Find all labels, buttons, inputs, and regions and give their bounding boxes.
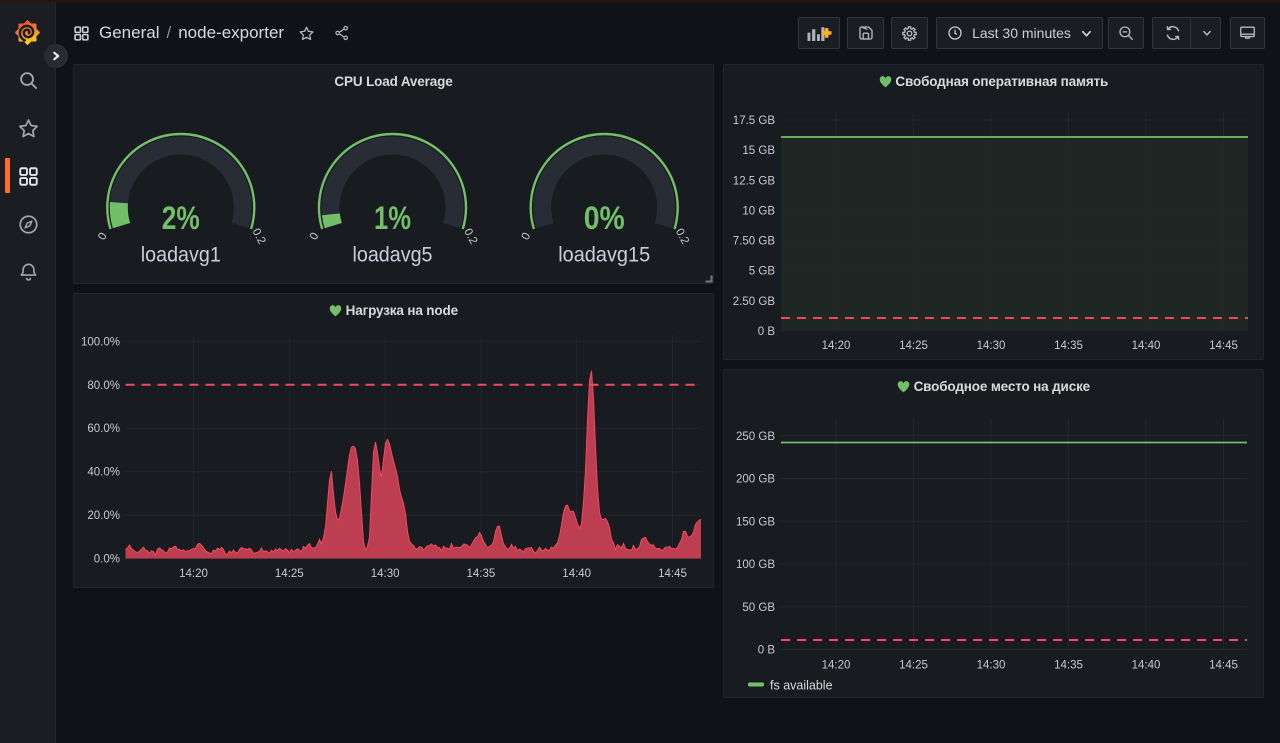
svg-text:14:25: 14:25 bbox=[899, 340, 928, 352]
svg-text:14:20: 14:20 bbox=[822, 660, 851, 672]
svg-text:loadavg5: loadavg5 bbox=[353, 244, 433, 267]
svg-text:10 GB: 10 GB bbox=[742, 205, 775, 217]
svg-text:7.50 GB: 7.50 GB bbox=[733, 236, 776, 248]
svg-text:60.0%: 60.0% bbox=[87, 423, 120, 435]
svg-text:0 B: 0 B bbox=[758, 645, 776, 657]
svg-text:14:35: 14:35 bbox=[1054, 660, 1083, 672]
svg-text:1%: 1% bbox=[374, 200, 411, 236]
svg-text:100.0%: 100.0% bbox=[81, 336, 120, 348]
svg-text:14:40: 14:40 bbox=[562, 568, 591, 580]
svg-text:14:20: 14:20 bbox=[822, 340, 851, 352]
svg-text:14:25: 14:25 bbox=[899, 660, 928, 672]
svg-text:0.2: 0.2 bbox=[461, 227, 479, 247]
svg-text:14:25: 14:25 bbox=[275, 568, 304, 580]
svg-text:100 GB: 100 GB bbox=[736, 559, 775, 571]
svg-text:40.0%: 40.0% bbox=[87, 467, 120, 479]
svg-text:0%: 0% bbox=[584, 200, 625, 236]
svg-text:0.0%: 0.0% bbox=[94, 554, 120, 566]
svg-text:14:30: 14:30 bbox=[371, 568, 400, 580]
svg-text:0 B: 0 B bbox=[758, 326, 776, 338]
svg-text:2.50 GB: 2.50 GB bbox=[733, 296, 776, 308]
svg-text:0.2: 0.2 bbox=[250, 227, 268, 247]
svg-text:14:45: 14:45 bbox=[1209, 660, 1238, 672]
svg-text:14:20: 14:20 bbox=[179, 568, 208, 580]
svg-text:0: 0 bbox=[520, 231, 534, 242]
svg-text:80.0%: 80.0% bbox=[87, 380, 120, 392]
svg-text:14:35: 14:35 bbox=[467, 568, 496, 580]
svg-text:14:30: 14:30 bbox=[977, 340, 1006, 352]
svg-text:50 GB: 50 GB bbox=[742, 602, 775, 614]
svg-text:fs available: fs available bbox=[770, 679, 833, 693]
svg-text:0: 0 bbox=[308, 231, 322, 242]
svg-text:14:40: 14:40 bbox=[1132, 660, 1161, 672]
svg-text:20.0%: 20.0% bbox=[87, 510, 120, 522]
svg-text:17.5 GB: 17.5 GB bbox=[733, 115, 776, 127]
svg-text:14:30: 14:30 bbox=[977, 660, 1006, 672]
svg-text:150 GB: 150 GB bbox=[736, 516, 775, 528]
svg-text:14:45: 14:45 bbox=[1209, 340, 1238, 352]
svg-text:loadavg15: loadavg15 bbox=[558, 244, 650, 267]
svg-text:0: 0 bbox=[96, 231, 110, 242]
svg-text:250 GB: 250 GB bbox=[736, 431, 775, 443]
svg-text:2%: 2% bbox=[162, 200, 200, 236]
svg-text:14:45: 14:45 bbox=[658, 568, 687, 580]
svg-text:0.2: 0.2 bbox=[673, 227, 691, 247]
svg-text:14:35: 14:35 bbox=[1054, 340, 1083, 352]
svg-text:200 GB: 200 GB bbox=[736, 474, 775, 486]
svg-text:loadavg1: loadavg1 bbox=[141, 244, 221, 267]
svg-text:14:40: 14:40 bbox=[1132, 340, 1161, 352]
svg-text:15 GB: 15 GB bbox=[742, 145, 775, 157]
svg-text:12.5 GB: 12.5 GB bbox=[733, 175, 776, 187]
svg-text:5 GB: 5 GB bbox=[749, 266, 776, 278]
